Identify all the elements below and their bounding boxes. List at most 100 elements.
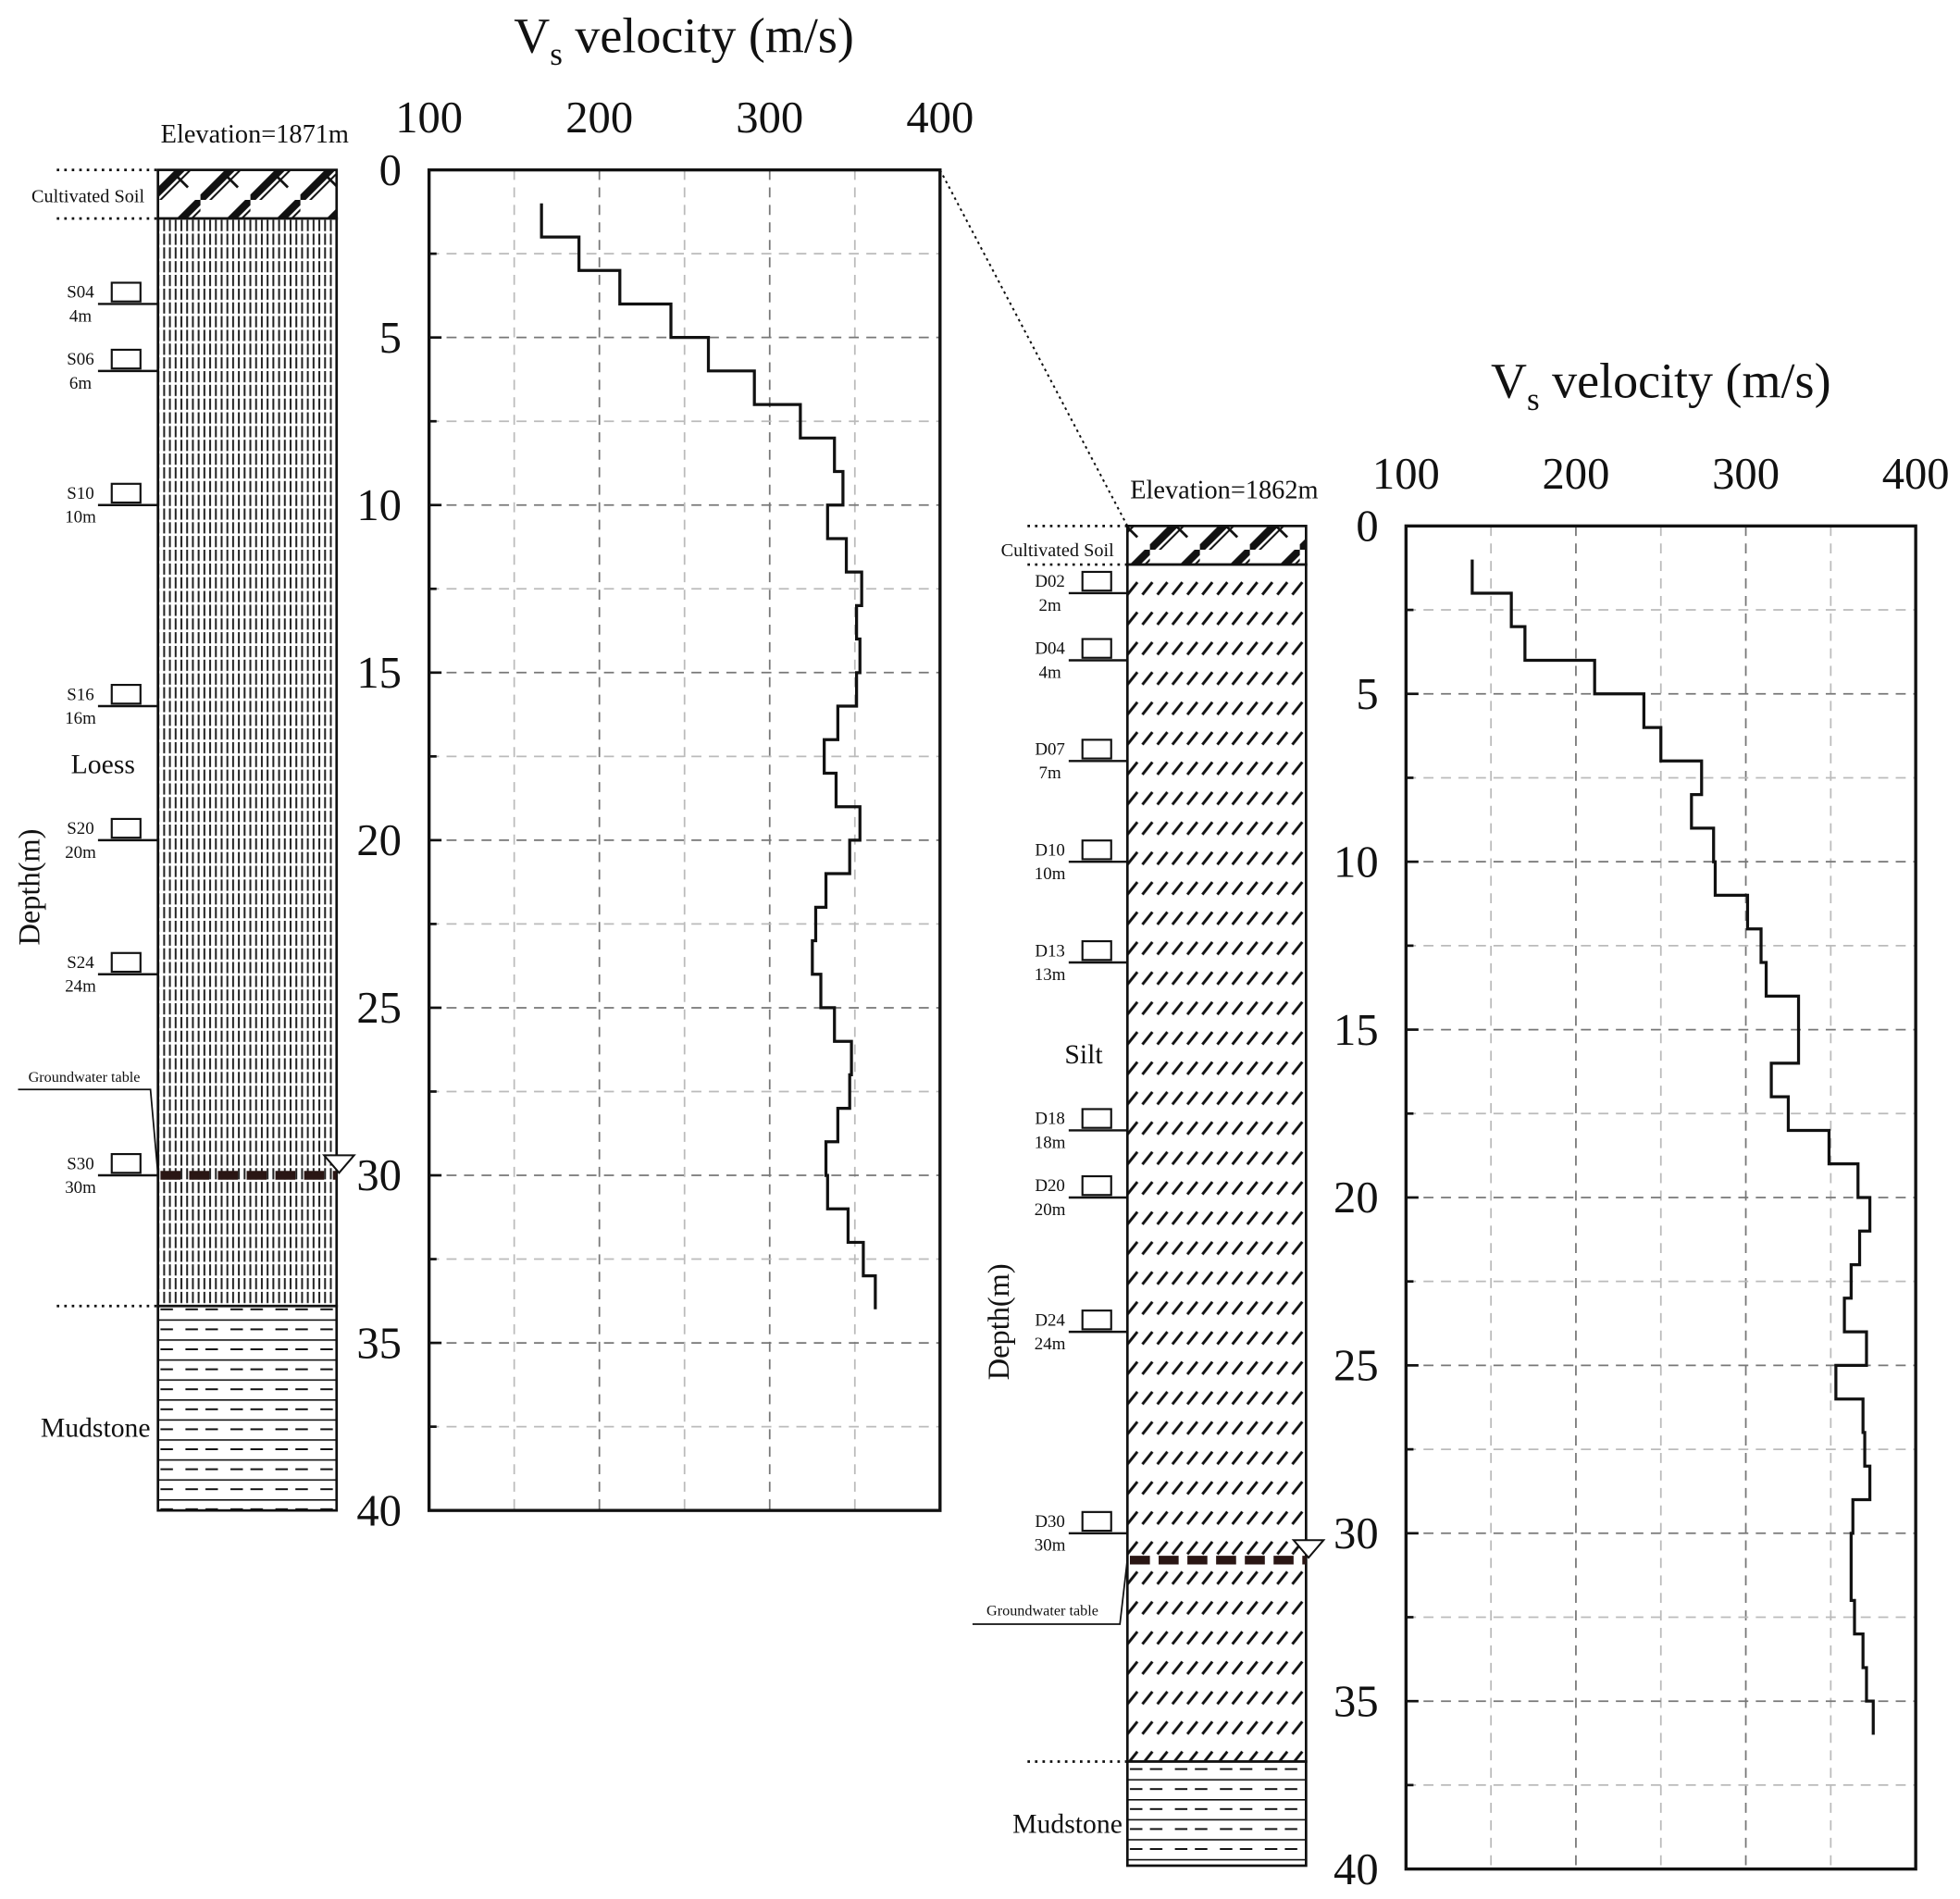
x-tick-label: 300 bbox=[1712, 449, 1780, 499]
y-tick-label: 5 bbox=[379, 313, 402, 363]
y-tick-label: 10 bbox=[1334, 837, 1379, 887]
x-tick-label: 200 bbox=[1543, 449, 1610, 499]
y-tick-label: 15 bbox=[1334, 1005, 1379, 1055]
title-rest: velocity (m/s) bbox=[563, 8, 854, 64]
panel-2: Vs velocity (m/s) 100 200 300 400 0 5 10 15 20 25 3… bbox=[972, 353, 1950, 1894]
panel-1: Vs velocity (m/s) 100 200 300 400 0 5 10 15 20 25 3… bbox=[13, 8, 974, 1536]
sample-id: S24 bbox=[67, 953, 94, 973]
sample-box bbox=[1081, 570, 1112, 592]
sample-box bbox=[1081, 1108, 1112, 1129]
groundwater-leader-line bbox=[18, 1088, 159, 1175]
sample-depth: 30m bbox=[65, 1178, 96, 1198]
sample-id: D30 bbox=[1035, 1512, 1065, 1532]
groundwater-triangle-icon bbox=[322, 1154, 356, 1174]
layer-mudstone bbox=[156, 1304, 339, 1512]
sample-id: D07 bbox=[1035, 740, 1065, 760]
chart-title: Vs velocity (m/s) bbox=[514, 8, 854, 72]
y-tick-label: 35 bbox=[356, 1318, 402, 1368]
layer-loess bbox=[156, 217, 339, 1308]
sample-box bbox=[110, 348, 142, 370]
y-tick-label: 30 bbox=[356, 1150, 402, 1200]
title-main: V bbox=[1491, 353, 1527, 408]
sample-id: D18 bbox=[1035, 1110, 1065, 1129]
title-main: V bbox=[514, 8, 550, 64]
sample-box bbox=[1081, 1309, 1112, 1331]
title-sub: s bbox=[1527, 381, 1540, 417]
sample-id: D04 bbox=[1035, 639, 1065, 659]
sample-box bbox=[110, 1152, 142, 1174]
sample-id: S20 bbox=[67, 819, 93, 838]
groundwater-triangle-icon bbox=[1291, 1539, 1326, 1559]
y-tick-label: 40 bbox=[1334, 1844, 1379, 1894]
sample-depth: 10m bbox=[1035, 864, 1066, 884]
sample-box bbox=[1081, 839, 1112, 861]
y-tick-label: 10 bbox=[356, 480, 402, 530]
sample-box bbox=[1081, 638, 1112, 659]
sample-box bbox=[1081, 738, 1112, 760]
layer-mudstone bbox=[1125, 1760, 1308, 1868]
groundwater-leader-line bbox=[972, 1558, 1129, 1625]
sample-depth: 13m bbox=[1035, 965, 1066, 985]
layer-silt bbox=[1125, 563, 1308, 1763]
layer-label: Mudstone bbox=[1012, 1809, 1123, 1839]
x-tick-label: 400 bbox=[906, 93, 974, 143]
sample-box bbox=[1081, 1510, 1112, 1533]
vs-profile-line bbox=[1470, 559, 1875, 1735]
grid bbox=[428, 169, 940, 1511]
layer-label: Silt bbox=[1064, 1040, 1103, 1070]
sample-id: D24 bbox=[1035, 1310, 1065, 1330]
sample-depth: 24m bbox=[65, 977, 96, 997]
y-tick-label: 5 bbox=[1356, 669, 1378, 719]
sample-id: D02 bbox=[1035, 572, 1065, 591]
y-tick-label: 40 bbox=[356, 1485, 402, 1535]
sample-depth: 20m bbox=[1035, 1200, 1066, 1220]
borehole-column: Cultivated Soil Silt Mudstone Elevation=186… bbox=[972, 477, 1326, 1868]
x-tick-label: 100 bbox=[1372, 449, 1440, 499]
x-tick-label: 100 bbox=[395, 93, 463, 143]
layer-label: Mudstone bbox=[41, 1414, 151, 1444]
depth-axis-label: Depth(m) bbox=[13, 829, 46, 946]
groundwater-label: Groundwater table bbox=[29, 1069, 141, 1086]
sample-depth: 30m bbox=[1035, 1536, 1066, 1556]
layer-label: Cultivated Soil bbox=[31, 187, 144, 207]
sample-id: D20 bbox=[1035, 1176, 1065, 1196]
sample-box bbox=[1081, 939, 1112, 962]
x-tick-label: 300 bbox=[736, 93, 803, 143]
sample-id: S16 bbox=[67, 685, 93, 704]
sample-depth: 18m bbox=[1035, 1133, 1066, 1152]
sample-box bbox=[110, 817, 142, 839]
y-tick-label: 30 bbox=[1334, 1508, 1379, 1558]
x-tick-label: 200 bbox=[565, 93, 633, 143]
title-sub: s bbox=[550, 36, 563, 72]
y-tick-label: 25 bbox=[356, 983, 402, 1033]
elevation-label: Elevation=1862m bbox=[1130, 477, 1318, 505]
sample-box bbox=[110, 683, 142, 705]
elevation-label: Elevation=1871m bbox=[161, 120, 349, 149]
sample-depth: 16m bbox=[65, 709, 96, 728]
y-tick-label: 35 bbox=[1334, 1676, 1379, 1726]
grid bbox=[1406, 526, 1917, 1869]
sample-depth: 7m bbox=[1039, 763, 1061, 783]
y-tick-label: 0 bbox=[1356, 502, 1378, 552]
connector-line bbox=[938, 169, 1129, 527]
sample-box bbox=[1081, 1174, 1112, 1197]
sample-box bbox=[110, 281, 142, 303]
sample-depth: 4m bbox=[1039, 663, 1061, 682]
sample-depth: 10m bbox=[65, 508, 96, 528]
groundwater-label: Groundwater table bbox=[986, 1603, 1098, 1620]
sample-depth: 2m bbox=[1039, 596, 1061, 615]
sample-id: S30 bbox=[67, 1154, 93, 1173]
